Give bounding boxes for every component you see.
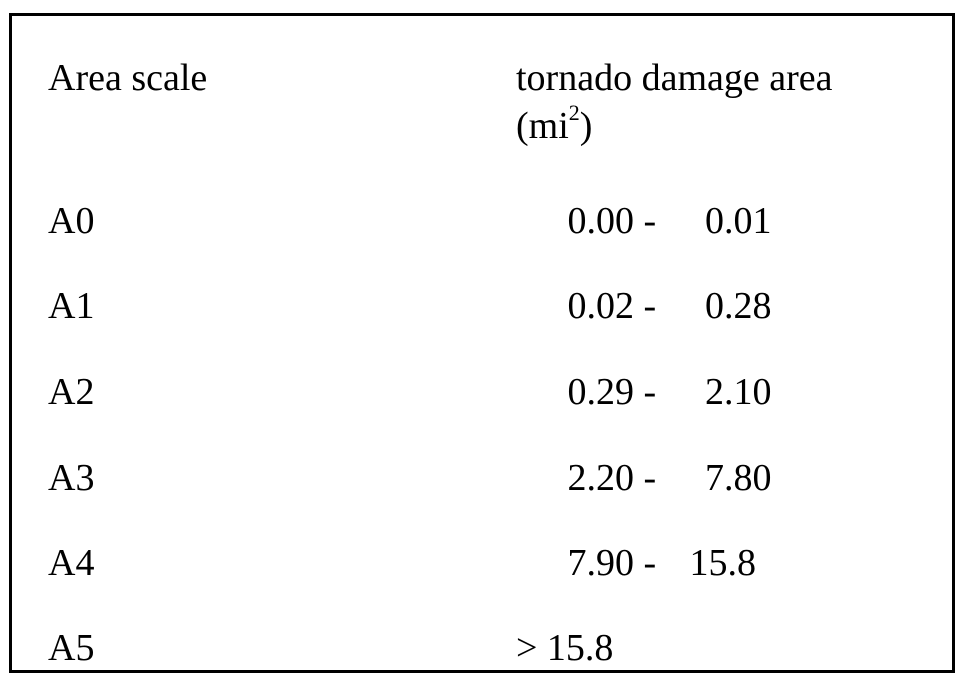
row-range-a0: 0.00 - 0.01 — [540, 199, 772, 243]
range-low: 0.00 — [567, 200, 635, 242]
row-range-a4: 7.90 -15.8 — [540, 541, 757, 585]
row-scale-a5: A5 — [48, 627, 95, 669]
unit-exponent: 2 — [568, 100, 580, 126]
row-scale-a4: A4 — [48, 542, 95, 584]
range-low: 2.20 — [567, 457, 635, 499]
range-sep: - — [643, 285, 657, 327]
range-high: 0.01 — [705, 200, 772, 242]
row-scale-a0: A0 — [48, 200, 95, 242]
header-area-scale: Area scale — [48, 57, 208, 99]
row-range-a3: 2.20 - 7.80 — [540, 456, 772, 500]
row-scale-a2: A2 — [48, 371, 95, 413]
unit-suffix: ) — [579, 105, 593, 147]
row-range-a1: 0.02 - 0.28 — [540, 284, 772, 328]
row-range-a5: > 15.8 — [516, 627, 614, 669]
table-frame: Area scale tornado damage area (mi2) A0 … — [9, 13, 955, 673]
range-high: 2.10 — [705, 371, 772, 413]
row-scale-a1: A1 — [48, 285, 95, 327]
header-damage-area: tornado damage area — [516, 57, 833, 99]
row-range-a2: 0.29 - 2.10 — [540, 370, 772, 414]
range-low: 7.90 — [567, 542, 635, 584]
range-low: 0.02 — [567, 285, 635, 327]
range-high: 15.8 — [689, 542, 757, 584]
range-high: 7.80 — [705, 457, 772, 499]
unit-prefix: (mi — [516, 105, 569, 147]
range-sep: - — [643, 542, 657, 584]
header-unit: (mi2) — [516, 102, 593, 148]
range-low: 0.29 — [567, 371, 635, 413]
range-high: 0.28 — [705, 285, 772, 327]
range-sep: - — [643, 200, 657, 242]
row-scale-a3: A3 — [48, 457, 95, 499]
range-sep: - — [643, 371, 657, 413]
range-sep: - — [643, 457, 657, 499]
